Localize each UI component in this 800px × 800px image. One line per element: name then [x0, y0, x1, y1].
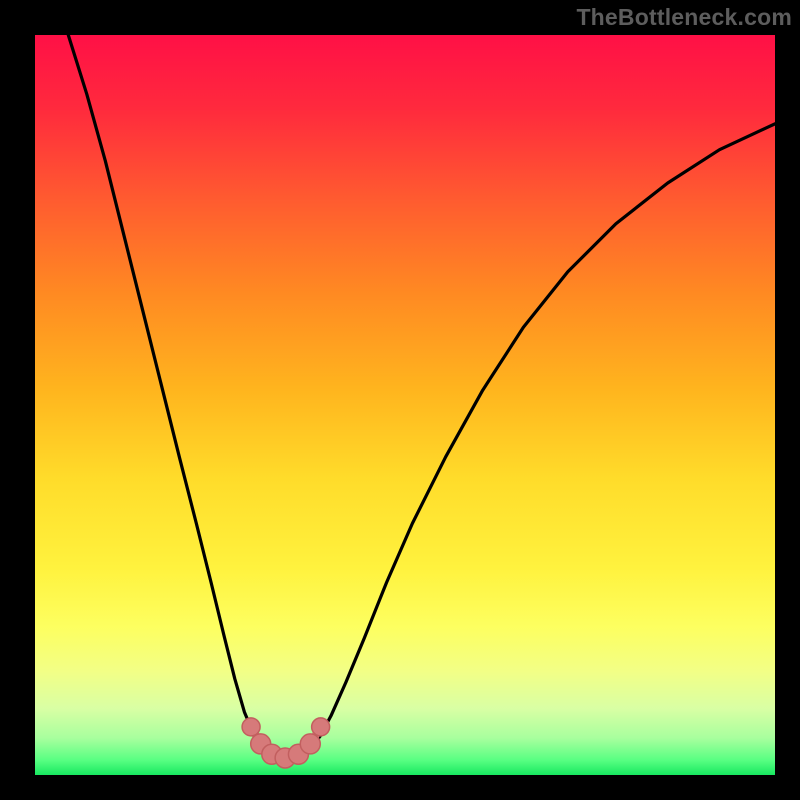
plot-svg — [35, 35, 775, 775]
highlight-bead — [300, 734, 320, 754]
highlight-bead — [312, 718, 330, 736]
watermark-text: TheBottleneck.com — [576, 4, 792, 31]
gradient-background — [35, 35, 775, 775]
plot-area — [35, 35, 775, 775]
highlight-bead — [242, 718, 260, 736]
